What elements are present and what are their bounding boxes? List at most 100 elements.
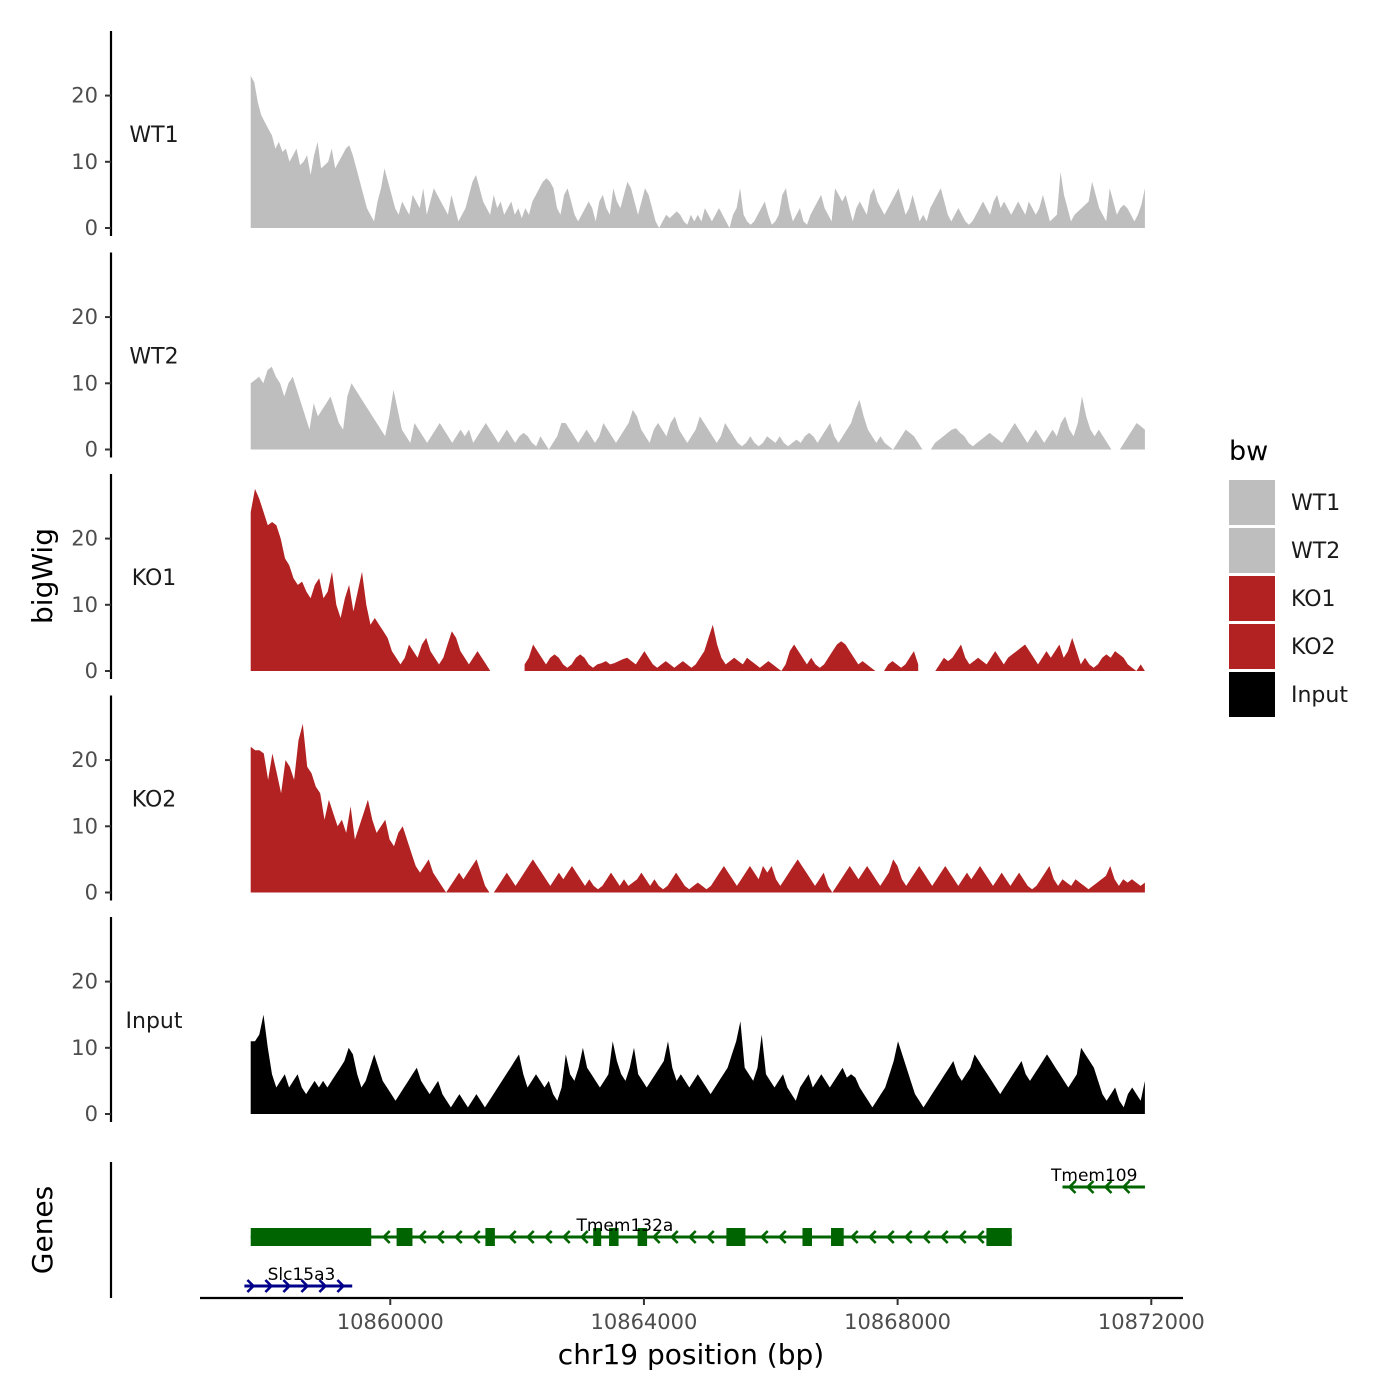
y-tick-label: 20 [71,970,98,994]
track-label: Input [126,1009,183,1034]
gene-tmem109: Tmem109 [1050,1166,1145,1194]
gene-exon [802,1228,812,1246]
strand-arrow-icon [975,1230,985,1244]
y-tick-label: 20 [71,748,98,772]
strand-arrow-icon [921,1230,931,1244]
strand-arrow-icon [867,1230,877,1244]
strand-arrow-icon [777,1230,787,1244]
y-tick-label: 20 [71,84,98,108]
x-axis-title: chr19 position (bp) [558,1338,824,1371]
legend: bw WT1 WT2 KO1 KO2 Input [1229,436,1348,717]
gene-label: Tmem109 [1050,1166,1137,1186]
strand-arrow-icon [543,1230,553,1244]
strand-arrow-icon [435,1230,445,1244]
strand-arrow-icon [705,1230,715,1244]
gene-exon [250,1228,372,1246]
track-label: KO2 [132,788,177,813]
strand-arrow-icon [453,1230,463,1244]
y-axis-title: bigWig [26,528,59,624]
strand-arrow-icon [417,1230,427,1244]
strand-arrow-icon [264,1279,274,1293]
gene-exon [593,1228,602,1246]
signal-area [250,723,1145,893]
x-tick-label: 10872000 [1098,1310,1205,1334]
legend-swatch [1229,576,1275,621]
y-tick-label: 0 [85,1102,98,1126]
gene-exon [986,1228,1012,1246]
gene-exon [396,1228,413,1246]
strand-arrow-icon [336,1279,346,1293]
strand-arrow-icon [246,1279,256,1293]
gene-slc15a3: Slc15a3 [244,1265,353,1293]
strand-arrow-icon [1067,1180,1077,1194]
signal-area [524,624,876,671]
track-label: WT1 [129,123,178,148]
strand-arrow-icon [687,1230,697,1244]
y-tick-label: 0 [85,659,98,683]
strand-arrow-icon [300,1279,310,1293]
strand-arrow-icon [1103,1180,1113,1194]
strand-arrow-icon [849,1230,859,1244]
strand-arrow-icon [525,1230,535,1244]
signal-area [250,75,1145,228]
gene-exon [831,1228,844,1246]
y-tick-label: 10 [71,1036,98,1060]
strand-arrow-icon [759,1230,769,1244]
strand-arrow-icon [471,1230,481,1244]
x-axis: chr19 position (bp) 10860000 10864000 1086… [200,1296,1205,1371]
strand-arrow-icon [939,1230,949,1244]
strand-arrow-icon [903,1230,913,1244]
legend-swatch [1229,624,1275,669]
y-tick-label: 0 [85,438,98,462]
strand-arrow-icon [957,1230,967,1244]
gene-label: Tmem132a [575,1216,673,1236]
track-wt1: 0 10 20 WT1 [71,31,1145,240]
gene-label: Slc15a3 [268,1265,336,1285]
legend-label: Input [1291,683,1348,708]
x-tick-label: 10868000 [844,1310,951,1334]
strand-arrow-icon [381,1230,391,1244]
signal-area [250,366,1145,450]
y-tick-label: 10 [71,814,98,838]
y-tick-label: 20 [71,305,98,329]
signal-area [250,1014,1145,1114]
legend-label: KO2 [1291,635,1336,660]
y-tick-label: 20 [71,527,98,551]
x-tick-label: 10860000 [337,1310,444,1334]
genes-axis-title: Genes [26,1186,59,1274]
legend-swatch [1229,528,1275,573]
track-input: 0 10 20 Input [71,917,1145,1126]
gene-exon [485,1228,495,1246]
gene-tmem132a: Tmem132a [250,1216,1012,1246]
strand-arrow-icon [579,1230,589,1244]
legend-label: WT2 [1291,539,1340,564]
tracks-layer: 0 10 20 WT1 0 10 20 WT2 0 10 20 KO1 0 10 20 KO2 0 10 20 Inp… [71,31,1145,1126]
legend-swatch [1229,672,1275,717]
track-wt2: 0 10 20 WT2 [71,252,1145,462]
gene-exon [637,1228,648,1246]
signal-area [935,637,1145,671]
track-ko2: 0 10 20 KO2 [71,695,1145,905]
strand-arrow-icon [1121,1180,1131,1194]
genes-layer: Genes Tmem109 Tmem132a Slc15a3 [26,1162,1145,1298]
y-tick-label: 10 [71,150,98,174]
signal-area [884,651,919,671]
strand-arrow-icon [318,1279,328,1293]
gene-exon [726,1228,746,1246]
strand-arrow-icon [282,1279,292,1293]
y-tick-label: 0 [85,216,98,240]
gene-exon [609,1228,619,1246]
legend-label: KO1 [1291,587,1336,612]
y-tick-label: 10 [71,371,98,395]
strand-arrow-icon [885,1230,895,1244]
strand-arrow-icon [651,1230,661,1244]
track-ko1: 0 10 20 KO1 [71,474,1145,683]
legend-title: bw [1229,436,1268,467]
y-tick-label: 0 [85,881,98,905]
strand-arrow-icon [1085,1180,1095,1194]
strand-arrow-icon [669,1230,679,1244]
track-label: WT2 [129,345,178,370]
strand-arrow-icon [507,1230,517,1244]
track-label: KO1 [132,566,177,591]
